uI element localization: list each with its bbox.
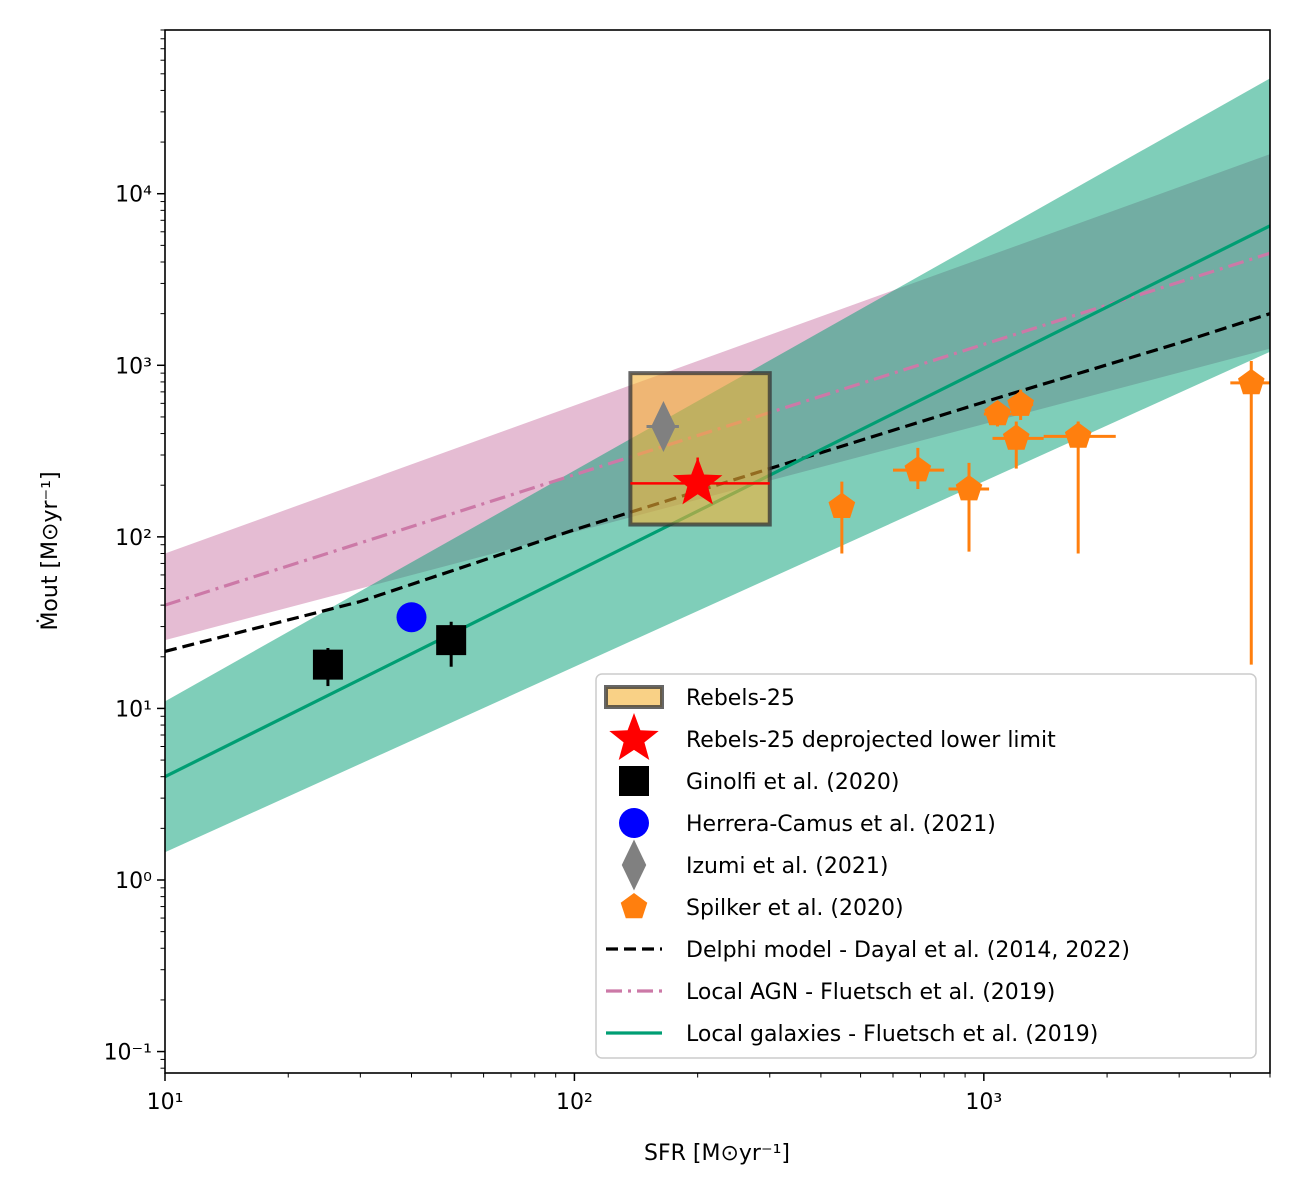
legend-label: Rebels-25	[686, 686, 795, 711]
legend-marker	[620, 893, 648, 919]
legend-item-izumi: Izumi et al. (2021)	[621, 839, 888, 891]
x-tick-label-1: 10²	[556, 1090, 593, 1115]
legend-item-spilker: Spilker et al. (2020)	[620, 893, 904, 921]
legend-marker	[619, 766, 649, 796]
ginolfi-point-0	[312, 649, 343, 680]
legend: Rebels-25 Rebels-25 deprojected lower lim…	[595, 673, 1257, 1059]
spilker-point-3	[984, 400, 1011, 426]
legend-item-gal: Local galaxies - Fluetsch et al. (2019)	[606, 1022, 1098, 1047]
y-tick-label-3: 10²	[115, 526, 152, 551]
y-axis-ticks: 10⁻¹ 10⁰ 10¹ 10² 10³ 10⁴	[104, 29, 165, 1069]
legend-item-ginolfi: Ginolfi et al. (2020)	[619, 766, 899, 796]
legend-item-deproj: Rebels-25 deprojected lower limit	[609, 713, 1056, 760]
y-tick-label-1: 10⁰	[115, 869, 152, 894]
legend-label: Delphi model - Dayal et al. (2014, 2022)	[686, 938, 1130, 963]
x-axis-ticks: 10¹ 10² 10³	[147, 1073, 1271, 1115]
y-tick-label-4: 10³	[115, 354, 152, 379]
legend-marker	[621, 839, 647, 891]
x-tick-label-0: 10¹	[147, 1090, 184, 1115]
spilker-point-6	[1064, 422, 1092, 448]
legend-item-herrera: Herrera-Camus et al. (2021)	[619, 808, 996, 838]
legend-label: Herrera-Camus et al. (2021)	[686, 812, 996, 837]
marks-layer	[312, 360, 1270, 687]
spilker-point-7	[1238, 368, 1265, 395]
legend-item-agn: Local AGN - Fluetsch et al. (2019)	[606, 980, 1055, 1005]
legend-swatch	[604, 685, 664, 709]
rebels-25-box	[628, 371, 772, 527]
y-tick-label-0: 10⁻¹	[104, 1041, 152, 1066]
izumi-point-0	[651, 400, 676, 452]
spilker-point-5	[1007, 390, 1034, 416]
legend-item-delphi: Delphi model - Dayal et al. (2014, 2022)	[606, 938, 1130, 963]
legend-label: Spilker et al. (2020)	[686, 896, 904, 921]
legend-label: Ginolfi et al. (2020)	[686, 770, 899, 795]
legend-marker	[619, 808, 649, 838]
legend-label: Local AGN - Fluetsch et al. (2019)	[686, 980, 1055, 1005]
herrera-point-0	[396, 602, 427, 633]
legend-label: Izumi et al. (2021)	[686, 854, 888, 879]
y-tick-label-5: 10⁴	[115, 183, 152, 208]
spilker-point-1	[904, 456, 932, 482]
agn-line	[165, 251, 1270, 607]
legend-item-rebels_box: Rebels-25	[604, 685, 795, 711]
ginolfi-point-1	[436, 625, 467, 656]
plot-frame	[164, 29, 1271, 1074]
legend-box	[595, 673, 1257, 1059]
deproj-point-0	[672, 457, 723, 505]
spilker-point-2	[955, 475, 983, 501]
x-axis-label: SFR [M⊙yr⁻¹]	[644, 1141, 790, 1166]
legend-label: Local galaxies - Fluetsch et al. (2019)	[686, 1022, 1098, 1047]
y-tick-label-2: 10¹	[115, 697, 152, 722]
y-axis-label: Ṁout [M⊙yr⁻¹]	[37, 471, 63, 630]
x-tick-label-2: 10³	[965, 1090, 1002, 1115]
spilker-point-4	[1002, 424, 1030, 450]
legend-label: Rebels-25 deprojected lower limit	[686, 728, 1056, 753]
spilker-point-0	[828, 492, 856, 518]
legend-marker	[609, 713, 659, 760]
